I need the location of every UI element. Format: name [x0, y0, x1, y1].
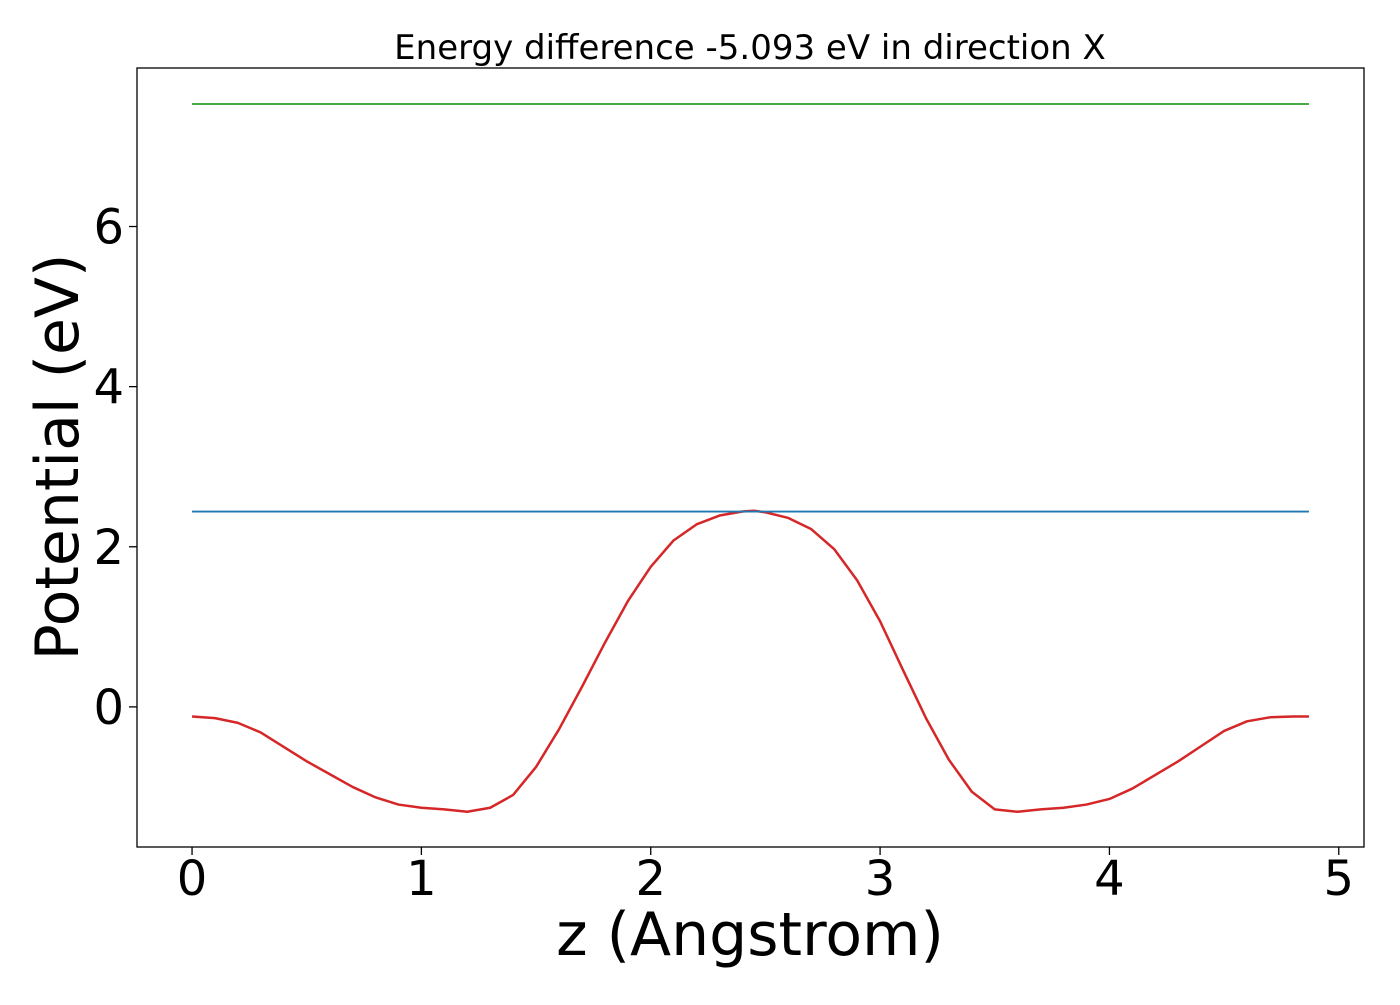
y-tick-label-2: 4 [93, 360, 124, 416]
plot-frame [136, 67, 1365, 848]
chart-title: Energy difference -5.093 eV in direction… [394, 28, 1106, 68]
x-tick-label-3: 3 [865, 851, 896, 907]
x-tick-label-5: 5 [1323, 851, 1354, 907]
x-tick-label-4: 4 [1094, 851, 1125, 907]
y-axis: 0 2 4 6 [93, 200, 137, 736]
x-axis: 0 1 2 3 4 5 [177, 847, 1354, 907]
x-tick-label-2: 2 [635, 851, 666, 907]
series-line-0 [191, 509, 1309, 814]
y-axis-label: Potential (eV) [23, 254, 93, 661]
y-tick-label-3: 6 [93, 200, 124, 256]
y-tick-label-1: 2 [93, 520, 124, 576]
x-tick-label-1: 1 [406, 851, 437, 907]
x-tick-label-0: 0 [177, 851, 208, 907]
series-layer [191, 103, 1309, 814]
x-axis-label: z (Angstrom) [556, 900, 944, 970]
y-tick-label-0: 0 [93, 680, 124, 736]
